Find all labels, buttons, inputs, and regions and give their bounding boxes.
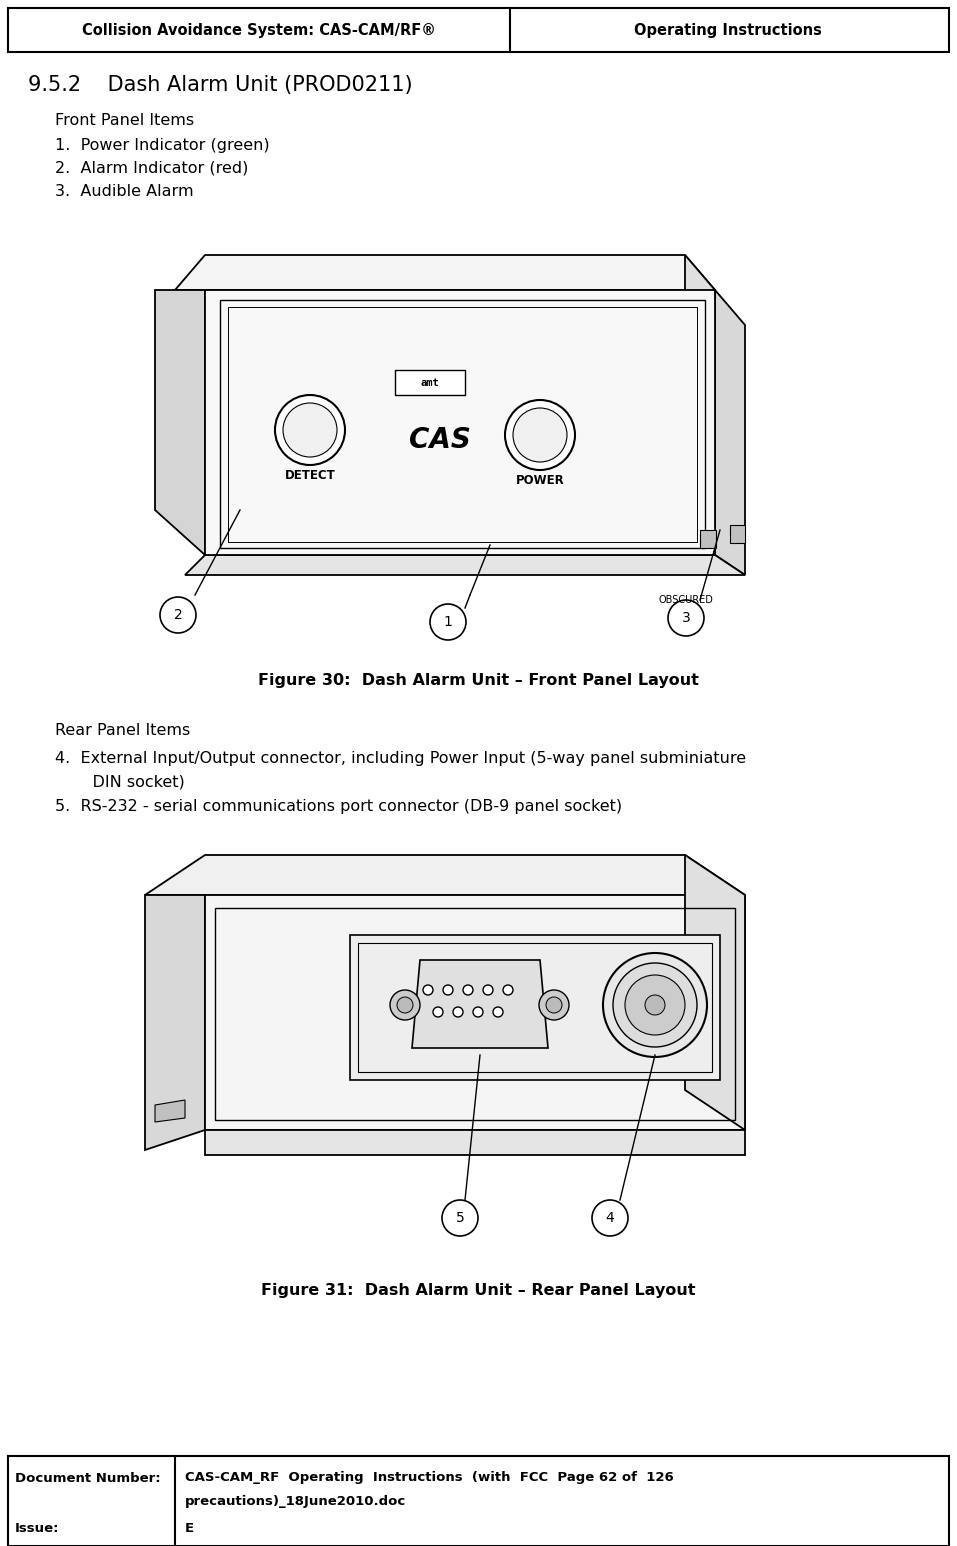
Circle shape [275,394,345,465]
Circle shape [503,985,513,996]
Circle shape [613,963,697,1047]
Polygon shape [700,530,716,547]
Circle shape [430,604,466,640]
Circle shape [505,400,575,470]
Polygon shape [412,960,548,1048]
Polygon shape [155,1101,185,1122]
Circle shape [603,952,707,1057]
Text: DETECT: DETECT [284,468,335,481]
Polygon shape [685,255,715,540]
Text: Rear Panel Items: Rear Panel Items [55,722,190,737]
Text: Collision Avoidance System: CAS-CAM/RF®: Collision Avoidance System: CAS-CAM/RF® [82,23,436,37]
Polygon shape [145,895,205,1150]
Text: 1.  Power Indicator (green): 1. Power Indicator (green) [55,138,270,153]
Circle shape [483,985,493,996]
Text: Figure 31:  Dash Alarm Unit – Rear Panel Layout: Figure 31: Dash Alarm Unit – Rear Panel … [260,1283,695,1297]
Circle shape [443,985,453,996]
Polygon shape [185,555,745,575]
Polygon shape [205,895,745,1130]
Text: 3.  Audible Alarm: 3. Audible Alarm [55,184,193,198]
Polygon shape [175,255,715,291]
Text: Operating Instructions: Operating Instructions [634,23,822,37]
Circle shape [433,1006,443,1017]
Circle shape [463,985,473,996]
Circle shape [390,989,420,1020]
Circle shape [473,1006,483,1017]
Text: Issue:: Issue: [15,1521,59,1535]
Text: 5.  RS-232 - serial communications port connector (DB-9 panel socket): 5. RS-232 - serial communications port c… [55,798,622,813]
Circle shape [513,408,567,462]
Text: precautions)_18June2010.doc: precautions)_18June2010.doc [185,1495,407,1509]
Polygon shape [730,526,745,543]
Text: 2.  Alarm Indicator (red): 2. Alarm Indicator (red) [55,161,249,176]
Text: 9.5.2    Dash Alarm Unit (PROD0211): 9.5.2 Dash Alarm Unit (PROD0211) [28,76,412,94]
Text: amt: amt [421,379,439,388]
Circle shape [283,404,337,458]
Text: CAS-CAM_RF  Operating  Instructions  (with  FCC  Page 62 of  126: CAS-CAM_RF Operating Instructions (with … [185,1472,674,1484]
Text: 3: 3 [681,611,690,625]
Bar [8,1456,949,1546]
Circle shape [423,985,433,996]
Polygon shape [715,291,745,575]
Circle shape [539,989,569,1020]
Text: Front Panel Items: Front Panel Items [55,113,194,127]
Polygon shape [205,1130,745,1155]
Circle shape [625,976,685,1034]
Circle shape [645,996,665,1016]
Text: Figure 30:  Dash Alarm Unit – Front Panel Layout: Figure 30: Dash Alarm Unit – Front Panel… [257,673,699,688]
Circle shape [397,997,413,1013]
Text: 1: 1 [443,615,453,629]
Circle shape [453,1006,463,1017]
Polygon shape [155,291,205,555]
Circle shape [546,997,562,1013]
Bar [8,8,949,53]
Circle shape [493,1006,503,1017]
Text: 4.  External Input/Output connector, including Power Input (5-way panel subminia: 4. External Input/Output connector, incl… [55,750,746,765]
Text: 2: 2 [173,608,183,621]
Polygon shape [145,855,745,895]
Text: 5: 5 [456,1211,464,1224]
Text: 4: 4 [606,1211,614,1224]
Circle shape [160,597,196,632]
Text: E: E [185,1521,194,1535]
Circle shape [668,600,704,635]
Polygon shape [685,855,745,1130]
Circle shape [592,1200,628,1235]
Text: Document Number:: Document Number: [15,1472,161,1484]
Polygon shape [205,291,715,555]
Text: POWER: POWER [516,473,565,487]
Polygon shape [350,935,720,1081]
Text: OBSCURED: OBSCURED [658,595,713,604]
Text: CAS: CAS [409,427,471,455]
Bar [395,369,465,394]
Circle shape [442,1200,478,1235]
Text: DIN socket): DIN socket) [72,775,185,790]
